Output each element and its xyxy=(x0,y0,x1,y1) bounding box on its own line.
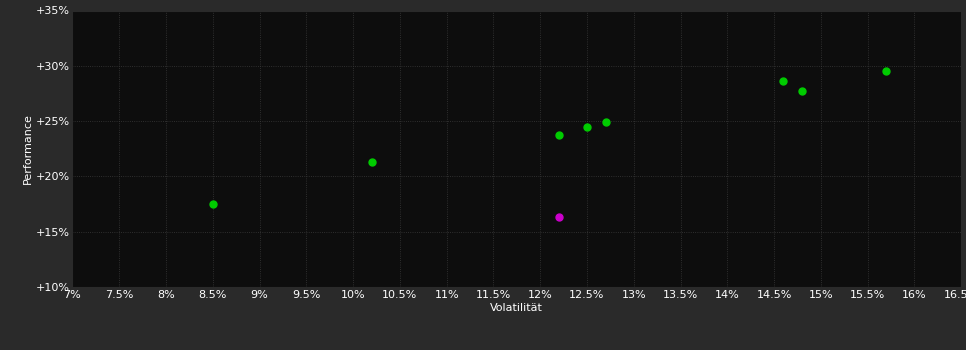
Point xyxy=(794,89,810,94)
Point xyxy=(552,133,567,138)
Point xyxy=(205,201,220,207)
Point xyxy=(776,78,791,84)
Point xyxy=(552,215,567,220)
Point xyxy=(879,69,895,74)
Y-axis label: Performance: Performance xyxy=(23,113,33,184)
Point xyxy=(580,124,595,130)
Point xyxy=(364,159,380,165)
X-axis label: Volatilität: Volatilität xyxy=(491,302,543,313)
Point xyxy=(598,119,613,125)
